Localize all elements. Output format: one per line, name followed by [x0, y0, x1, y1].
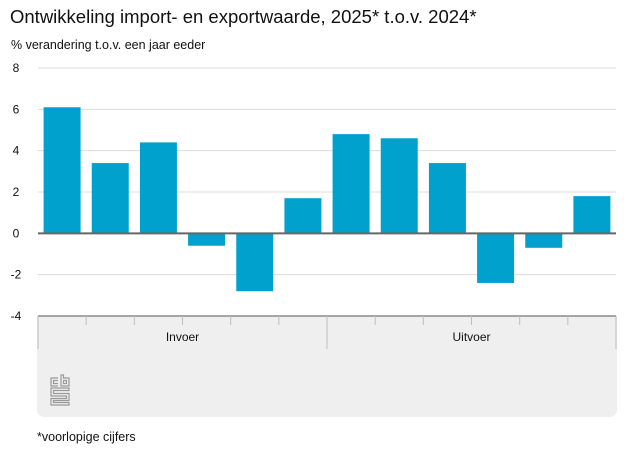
- bar: [284, 198, 322, 234]
- bar: [91, 163, 129, 234]
- cbs-logo-icon: [50, 374, 70, 406]
- y-tick-label: 4: [13, 144, 20, 158]
- bar: [380, 138, 418, 234]
- bar: [525, 233, 563, 248]
- bar: [139, 142, 177, 234]
- bar: [428, 163, 466, 234]
- gridlines: [38, 67, 616, 276]
- group-label: Invoer: [166, 330, 199, 344]
- chart-title: Ontwikkeling import- en exportwaarde, 20…: [10, 6, 477, 27]
- y-tick-label: 8: [13, 61, 20, 75]
- footnote: *voorlopige cijfers: [37, 430, 136, 444]
- y-tick-label: -4: [11, 309, 22, 323]
- y-tick-labels: 8 6 4 2 0 -2 -4: [11, 61, 22, 323]
- y-tick-label: 6: [13, 102, 20, 116]
- bar: [236, 233, 274, 292]
- bar: [573, 196, 611, 234]
- bar: [43, 107, 81, 234]
- bars: [43, 107, 611, 292]
- bar: [477, 233, 515, 283]
- y-axis-label: % verandering t.o.v. een jaar eeder: [11, 38, 206, 52]
- group-labels: Invoer Uitvoer: [166, 330, 491, 344]
- bar: [332, 134, 370, 234]
- y-tick-label: 0: [13, 226, 20, 240]
- bar: [188, 233, 226, 246]
- y-tick-label: 2: [13, 185, 20, 199]
- y-tick-label: -2: [11, 268, 22, 282]
- x-axis: [37, 232, 617, 349]
- group-label: Uitvoer: [452, 330, 490, 344]
